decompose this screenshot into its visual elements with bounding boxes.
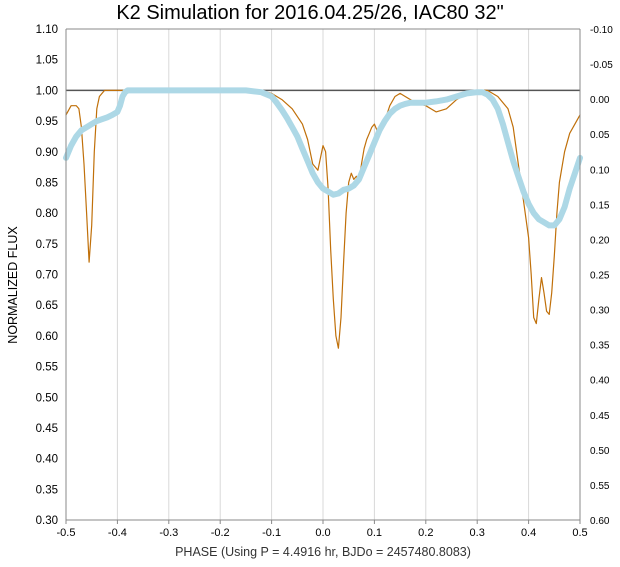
x-tick-label: -0.5 [57,527,76,539]
series-layer [63,87,583,349]
y2-tick-label: 0.10 [590,165,610,176]
y2-tick-label: 0.40 [590,376,610,387]
y-tick-label: 0.90 [36,147,58,159]
x-tick-label: 0.2 [418,527,433,539]
x-tick-label: 0.0 [315,527,330,539]
y-tick-label: 0.40 [36,454,58,466]
y2-tick-label: -0.05 [590,60,613,71]
y2-tick-label: 0.20 [590,235,610,246]
y-tick-label: 0.50 [36,392,58,404]
y2-tick-label: 0.50 [590,446,610,457]
x-axis-label: PHASE (Using P = 4.4916 hr, BJDo = 24574… [175,545,471,559]
x-tick-label: -0.1 [262,527,281,539]
y-tick-label: 0.30 [36,515,58,527]
chart-title: K2 Simulation for 2016.04.25/26, IAC80 3… [116,2,504,24]
axis-layer: -0.5 -0.4 -0.3 -0.2 -0.1 0.0 0.1 0.2 0.3 0.4 0.50.… [36,24,614,539]
y2-tick-label: 0.45 [590,411,610,422]
series-line-thick [63,87,583,229]
y2-tick-label: 0.15 [590,200,610,211]
x-tick-label: 0.5 [572,527,587,539]
y2-tick-label: 0.30 [590,306,610,317]
y2-tick-label: 0.35 [590,341,610,352]
y-tick-label: 0.45 [36,423,58,435]
y-tick-label: 1.05 [36,55,58,67]
y2-tick-label: 0.05 [590,130,610,141]
y-tick-label: 1.10 [36,24,58,36]
y-tick-label: 0.70 [36,270,58,282]
grid-layer [116,29,530,520]
y-axis-label: NORMALIZED FLUX [6,226,20,344]
y-tick-label: 0.60 [36,331,58,343]
y2-tick-label: 0.25 [590,271,610,282]
x-tick-label: 0.3 [470,527,485,539]
y2-tick-label: 0.60 [590,516,610,527]
y-tick-label: 0.95 [36,116,58,128]
y-tick-label: 0.55 [36,362,58,374]
y-tick-label: 0.85 [36,177,58,189]
y-tick-label: 0.75 [36,239,58,251]
y2-tick-label: 0.00 [590,95,610,106]
x-tick-label: -0.3 [159,527,178,539]
y2-tick-label: -0.10 [590,25,613,36]
x-tick-label: -0.4 [108,527,127,539]
y-tick-label: 0.35 [36,484,58,496]
y2-tick-label: 0.55 [590,481,610,492]
y-tick-label: 0.65 [36,300,58,312]
x-tick-label: 0.4 [521,527,536,539]
x-tick-label: 0.1 [367,527,382,539]
x-tick-label: -0.2 [211,527,230,539]
y-tick-label: 0.80 [36,208,58,220]
y-tick-label: 1.00 [36,85,58,97]
